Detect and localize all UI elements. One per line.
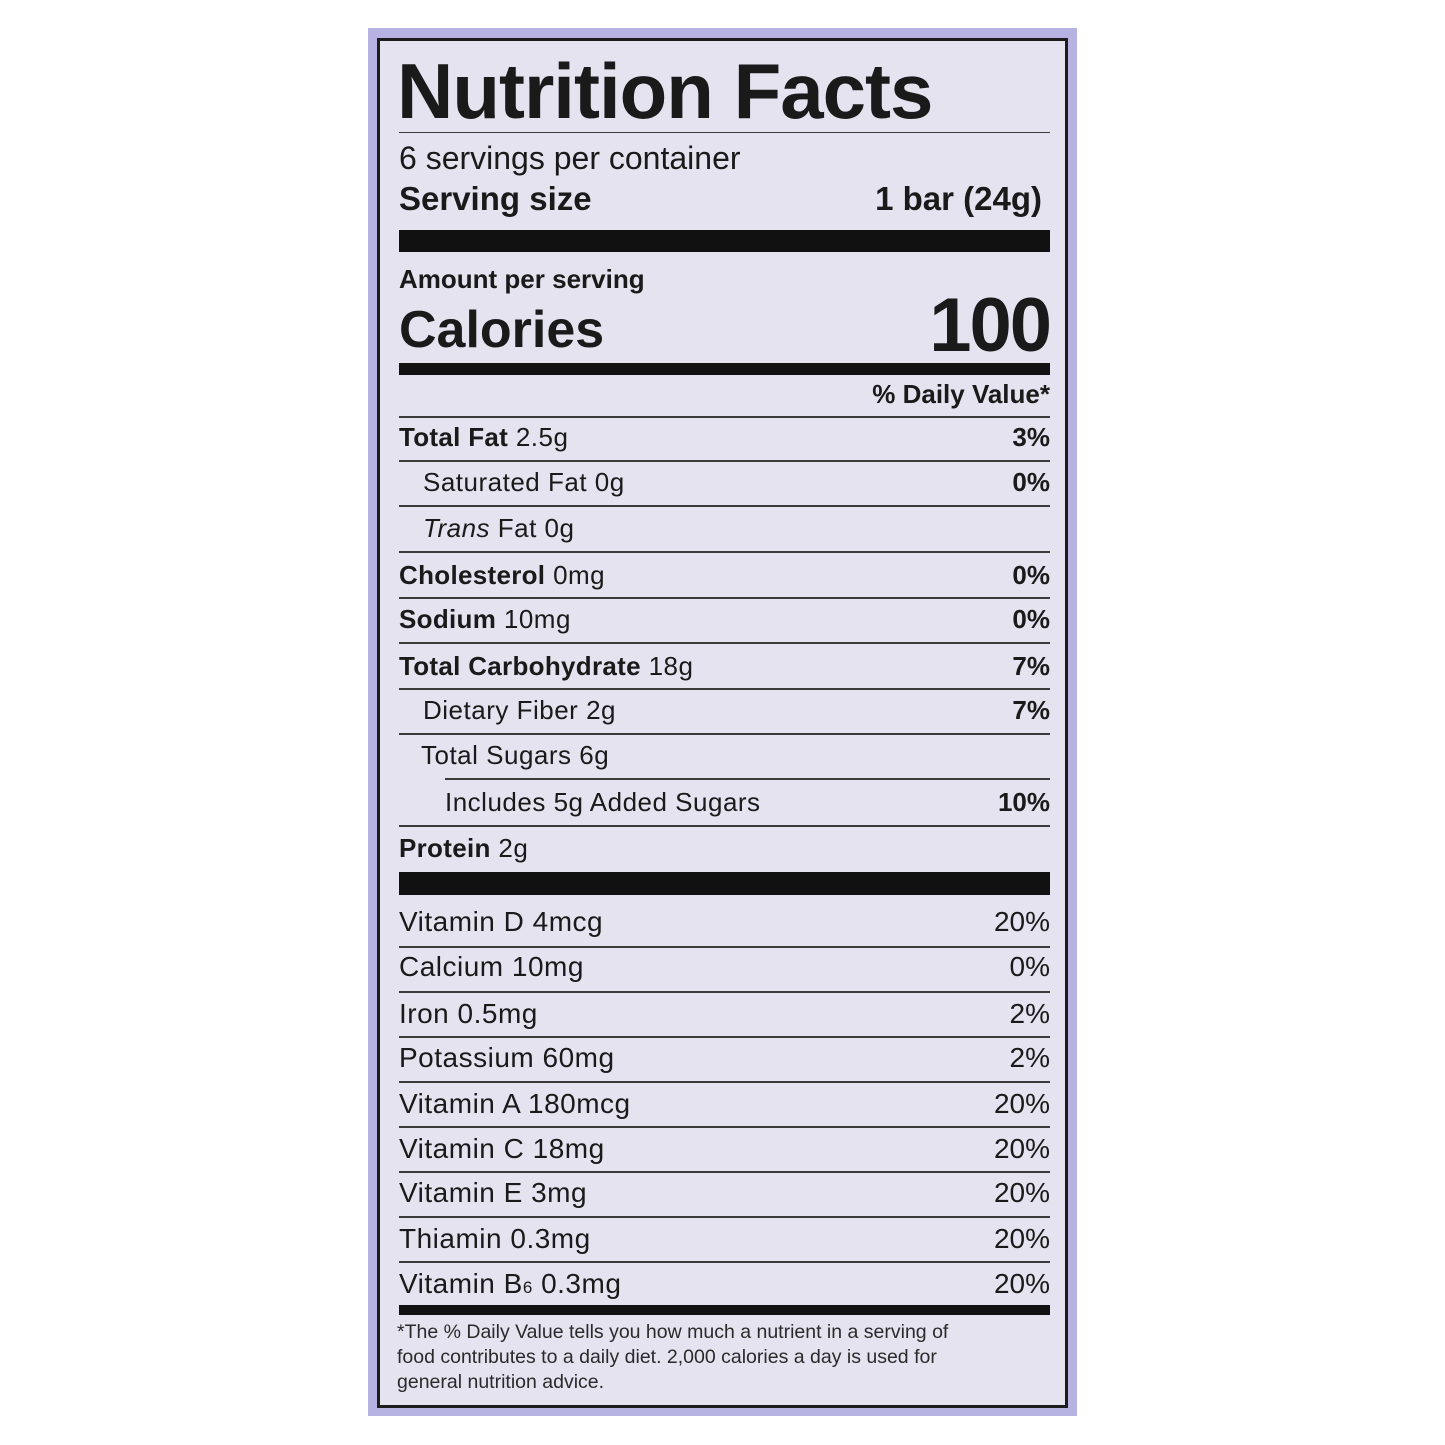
nutrient-row-cholesterol: Cholesterol 0mg 0% xyxy=(399,560,1050,590)
nutrient-row-protein: Protein 2g xyxy=(399,833,529,863)
nutrient-row-total-carbohydrate: Total Carbohydrate 18g 7% xyxy=(399,651,1050,681)
divider xyxy=(399,946,1050,948)
serving-size-label: Serving size xyxy=(399,180,592,217)
thick-divider xyxy=(399,872,1050,895)
divider xyxy=(399,1171,1050,1173)
divider xyxy=(399,733,1050,735)
divider xyxy=(399,991,1050,993)
thick-divider xyxy=(399,230,1050,252)
servings-per-container: 6 servings per container xyxy=(399,140,741,176)
vitamin-row: Vitamin A 180mcg 20% xyxy=(399,1088,1050,1119)
divider xyxy=(399,505,1050,507)
title: Nutrition Facts xyxy=(397,47,933,135)
vitamin-row: Vitamin B6 0.3mg 20% xyxy=(399,1268,1050,1299)
vitamin-row: Vitamin C 18mg 20% xyxy=(399,1133,1050,1164)
daily-value-header: % Daily Value* xyxy=(872,379,1050,409)
vitamin-row: Calcium 10mg 0% xyxy=(399,951,1050,982)
vitamin-row: Thiamin 0.3mg 20% xyxy=(399,1223,1050,1254)
divider xyxy=(399,551,1050,553)
divider xyxy=(399,1126,1050,1128)
footnote: *The % Daily Value tells you how much a … xyxy=(397,1321,949,1393)
vitamin-row: Potassium 60mg 2% xyxy=(399,1042,1050,1073)
divider xyxy=(399,1036,1050,1038)
divider xyxy=(399,597,1050,599)
divider xyxy=(399,1216,1050,1218)
nutrient-row-total-fat: Total Fat 2.5g 3% xyxy=(399,422,1050,452)
divider xyxy=(399,1081,1050,1083)
vitamin-row: Vitamin D 4mcg 20% xyxy=(399,906,1050,937)
thick-divider xyxy=(399,363,1050,375)
divider xyxy=(399,688,1050,690)
calories-label: Calories xyxy=(399,301,605,359)
divider xyxy=(399,1261,1050,1263)
nutrient-row-trans-fat: Trans Fat 0g xyxy=(423,513,575,543)
vitamin-row: Iron 0.5mg 2% xyxy=(399,998,1050,1029)
nutrient-row-sodium: Sodium 10mg 0% xyxy=(399,604,1050,634)
nutrition-facts-panel xyxy=(377,38,1068,1408)
nutrient-row-dietary-fiber: Dietary Fiber 2g 7% xyxy=(423,695,1050,725)
divider xyxy=(445,778,1050,780)
calories-value: 100 xyxy=(929,283,1052,368)
amount-per-serving: Amount per serving xyxy=(399,264,645,294)
nutrient-row-added-sugars: Includes 5g Added Sugars 10% xyxy=(445,787,1050,817)
thick-divider xyxy=(399,1305,1050,1315)
serving-size-value: 1 bar (24g) xyxy=(875,180,1042,217)
divider xyxy=(399,825,1050,827)
divider xyxy=(399,132,1050,133)
nutrient-row-total-sugars: Total Sugars 6g xyxy=(421,740,610,770)
divider xyxy=(399,416,1050,418)
divider xyxy=(399,642,1050,644)
nutrient-row-saturated-fat: Saturated Fat 0g 0% xyxy=(423,467,1050,497)
vitamin-row: Vitamin E 3mg 20% xyxy=(399,1177,1050,1208)
divider xyxy=(399,460,1050,462)
